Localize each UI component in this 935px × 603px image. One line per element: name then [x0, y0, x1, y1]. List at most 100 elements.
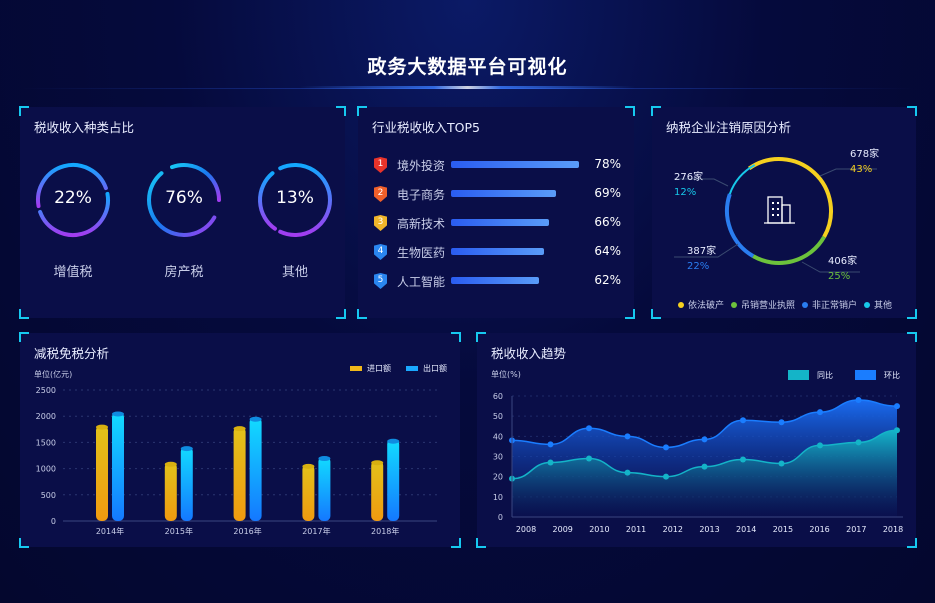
ring-value: 13%	[276, 188, 314, 208]
industry-row: 2 电子商务 69%	[358, 185, 634, 203]
x-tick-label: 2015	[773, 525, 793, 534]
bar-cap	[96, 424, 108, 430]
header-glow	[300, 86, 635, 89]
data-point[interactable]	[547, 459, 554, 466]
bar-cap	[164, 461, 177, 467]
data-point[interactable]	[894, 427, 900, 434]
segment-count: 406家	[828, 256, 858, 267]
x-tick-label: 2012	[663, 525, 683, 534]
bar-cap	[233, 426, 246, 432]
legend-label: 吊销营业执照	[741, 301, 796, 311]
legend: 依法破产 吊销营业执照 非正常销户 其他	[678, 298, 892, 311]
data-point[interactable]	[701, 463, 708, 470]
bar-import[interactable]	[96, 425, 108, 521]
bar-cap	[371, 460, 384, 466]
leader-line	[801, 261, 860, 273]
bar-import[interactable]	[371, 460, 384, 521]
industry-value: 78%	[594, 157, 621, 171]
x-tick-label: 2016年	[233, 526, 261, 536]
area-yoy	[512, 430, 897, 517]
segment-count: 387家	[687, 246, 717, 257]
bar-export[interactable]	[180, 446, 193, 521]
data-point[interactable]	[547, 441, 554, 448]
data-point[interactable]	[624, 433, 631, 440]
donut-segment	[752, 235, 826, 265]
leader-line	[819, 168, 877, 177]
data-point[interactable]	[855, 397, 862, 404]
leader-line	[674, 243, 739, 258]
segment-label: 276家 12%	[674, 170, 703, 200]
progress-bar	[451, 219, 549, 226]
bar-export[interactable]	[318, 456, 331, 521]
legend-dot-icon	[678, 301, 684, 308]
x-tick-label: 2010	[589, 525, 609, 534]
rank-badge-icon: 4	[374, 244, 387, 260]
data-point[interactable]	[778, 460, 785, 467]
industry-label: 电子商务	[397, 188, 446, 202]
donut-segment	[728, 164, 756, 195]
y-tick-label: 20	[493, 473, 503, 482]
segment-pct: 25%	[828, 271, 851, 282]
legend-item[interactable]: 依法破产	[678, 298, 724, 311]
industry-label: 高新技术	[397, 217, 446, 231]
data-point[interactable]	[586, 425, 592, 432]
bar-cap	[318, 456, 331, 462]
legend-label[interactable]: 进口额	[367, 363, 391, 373]
data-point[interactable]	[663, 444, 669, 451]
industry-label: 境外投资	[397, 159, 446, 173]
segment-count: 276家	[674, 172, 704, 183]
ring-arc	[278, 163, 332, 237]
rank-badge-icon: 2	[374, 186, 387, 202]
bar-cap	[249, 416, 262, 422]
legend-item[interactable]: 吊销营业执照	[731, 298, 795, 311]
bar-export[interactable]	[249, 417, 262, 521]
legend-label[interactable]: 环比	[884, 370, 900, 380]
ring-value: 22%	[54, 188, 92, 208]
legend-label[interactable]: 同比	[817, 370, 833, 380]
y-tick-label: 2000	[36, 412, 56, 421]
segment-count: 678家	[850, 149, 880, 160]
data-point[interactable]	[894, 403, 900, 410]
data-point[interactable]	[740, 456, 746, 463]
legend-item[interactable]: 非正常销户	[802, 298, 857, 311]
donut-segment	[725, 193, 755, 258]
legend-swatch-icon	[350, 366, 362, 371]
bar-export[interactable]	[112, 412, 124, 521]
bar-import[interactable]	[302, 464, 315, 521]
data-point[interactable]	[586, 455, 592, 462]
bar-import[interactable]	[164, 462, 177, 521]
x-tick-label: 2011	[626, 525, 646, 534]
data-point[interactable]	[817, 442, 823, 449]
bar-cap	[302, 463, 315, 469]
donut-chart	[674, 157, 877, 273]
data-point[interactable]	[663, 473, 669, 480]
ring-gauges	[36, 163, 332, 237]
data-point[interactable]	[701, 436, 708, 443]
x-tick-label: 2015年	[165, 526, 193, 536]
legend-item[interactable]: 其他	[864, 298, 892, 311]
data-point[interactable]	[740, 417, 746, 424]
legend-label[interactable]: 出口额	[423, 363, 447, 373]
x-tick-label: 2013	[699, 525, 719, 534]
data-point[interactable]	[624, 469, 631, 476]
x-tick-label: 2008	[516, 525, 536, 534]
legend-label: 依法破产	[688, 301, 725, 311]
bar-export[interactable]	[387, 439, 400, 521]
industry-row: 5 人工智能 62%	[358, 272, 634, 290]
x-tick-label: 2014	[736, 525, 756, 534]
y-tick-label: 1500	[36, 438, 56, 447]
progress-bar	[451, 277, 539, 284]
data-point[interactable]	[855, 439, 862, 446]
data-point[interactable]	[817, 409, 823, 416]
segment-pct: 12%	[674, 187, 697, 198]
bar-cap	[180, 446, 193, 452]
area-chart: 单位(%) 0 10 20 30 40 50 60 2008 2009 2010 2011 2012 20…	[491, 369, 903, 534]
y-tick-label: 10	[493, 493, 503, 502]
x-tick-label: 2018年	[371, 526, 399, 536]
industry-value: 66%	[594, 215, 621, 229]
bar-import[interactable]	[233, 426, 246, 521]
data-point[interactable]	[778, 419, 785, 426]
legend-dot-icon	[864, 301, 871, 308]
industry-row: 3 高新技术 66%	[358, 214, 634, 232]
y-tick-label: 500	[41, 491, 56, 500]
